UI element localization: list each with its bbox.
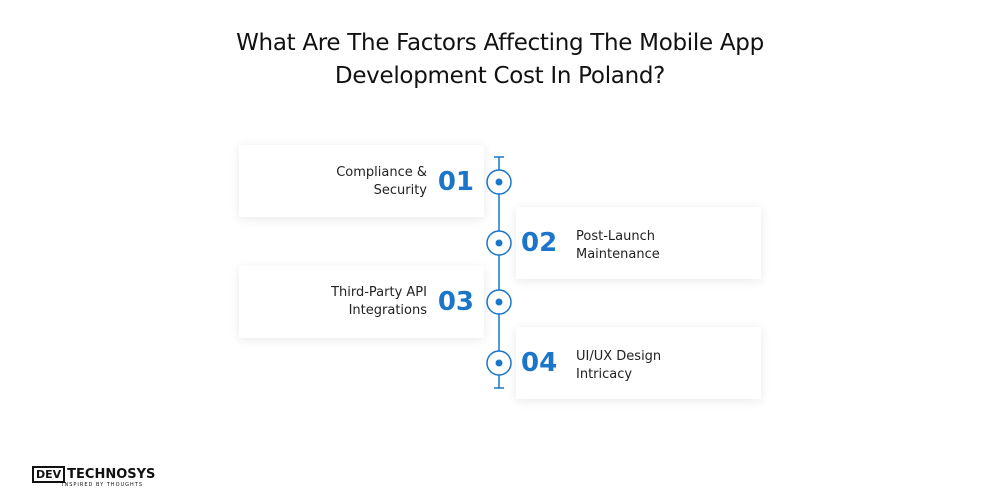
title-line: What Are The Factors Affecting The Mobil… [236, 30, 764, 56]
node-dot [495, 178, 503, 186]
logo-name: TECHNOSYS [67, 467, 156, 482]
item-label: Third-Party API [331, 285, 427, 300]
item-label: Compliance & [336, 165, 427, 180]
card [239, 266, 484, 338]
item-label: UI/UX Design [576, 349, 662, 364]
item-label: Intricacy [576, 367, 633, 382]
card [516, 327, 761, 399]
item-label: Post-Launch [576, 229, 655, 244]
logo: DEV TECHNOSYS INSPIRED BY THOUGHTS [32, 466, 156, 489]
title-line: Development Cost In Poland? [334, 63, 666, 89]
item-number: 01 [437, 167, 474, 197]
item-label: Security [373, 183, 427, 198]
card [516, 207, 761, 279]
logo-tagline: INSPIRED BY THOUGHTS [62, 482, 144, 488]
node-dot [495, 239, 503, 247]
item-number: 04 [521, 348, 558, 378]
logo-mark: DEV [32, 466, 66, 483]
item-label: Integrations [348, 303, 427, 318]
node-dot [495, 298, 503, 306]
card [239, 145, 484, 217]
item-label: Maintenance [576, 247, 660, 262]
item-number: 03 [437, 287, 474, 317]
node-dot [495, 359, 503, 367]
item-number: 02 [521, 228, 558, 258]
